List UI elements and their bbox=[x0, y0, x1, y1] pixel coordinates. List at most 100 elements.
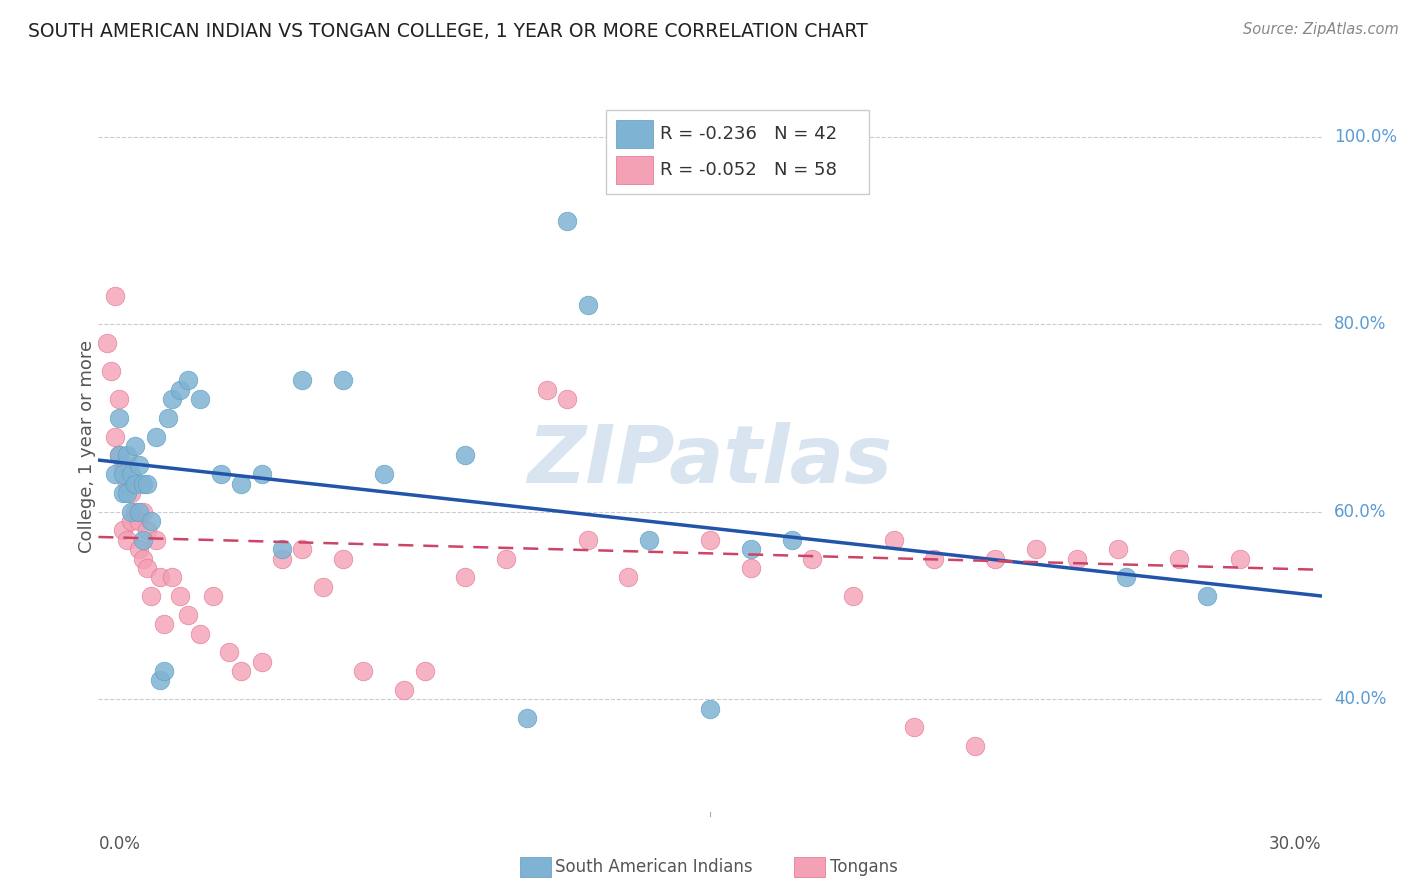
Point bbox=[115, 486, 138, 500]
Point bbox=[120, 467, 142, 482]
Point bbox=[454, 570, 477, 584]
Point bbox=[132, 476, 155, 491]
Point bbox=[177, 373, 200, 387]
Point bbox=[152, 617, 174, 632]
Point bbox=[903, 720, 925, 734]
Point bbox=[637, 533, 661, 547]
Point bbox=[132, 533, 155, 547]
Point bbox=[141, 589, 163, 603]
Point bbox=[291, 542, 314, 557]
Point bbox=[516, 711, 538, 725]
Point bbox=[111, 458, 134, 472]
Point bbox=[250, 655, 273, 669]
Text: R = -0.052   N = 58: R = -0.052 N = 58 bbox=[659, 161, 837, 179]
FancyBboxPatch shape bbox=[616, 156, 652, 184]
Point bbox=[392, 682, 416, 697]
Point bbox=[555, 214, 579, 228]
Point bbox=[108, 392, 131, 406]
Point bbox=[495, 551, 517, 566]
Point bbox=[120, 514, 142, 528]
Point bbox=[136, 561, 159, 575]
Text: 100.0%: 100.0% bbox=[1334, 128, 1398, 145]
Point bbox=[152, 664, 174, 678]
Point bbox=[454, 449, 477, 463]
Point bbox=[231, 664, 253, 678]
Text: Tongans: Tongans bbox=[830, 858, 897, 876]
Point bbox=[188, 392, 212, 406]
Point bbox=[922, 551, 945, 566]
Point bbox=[332, 551, 354, 566]
Point bbox=[128, 458, 150, 472]
Text: South American Indians: South American Indians bbox=[555, 858, 754, 876]
Point bbox=[120, 505, 142, 519]
Point bbox=[149, 673, 172, 688]
Point bbox=[128, 542, 150, 557]
Text: 60.0%: 60.0% bbox=[1334, 503, 1386, 521]
Point bbox=[270, 551, 294, 566]
Text: SOUTH AMERICAN INDIAN VS TONGAN COLLEGE, 1 YEAR OR MORE CORRELATION CHART: SOUTH AMERICAN INDIAN VS TONGAN COLLEGE,… bbox=[28, 22, 868, 41]
Point bbox=[124, 476, 146, 491]
Point bbox=[120, 486, 142, 500]
Point bbox=[1066, 551, 1088, 566]
Y-axis label: College, 1 year or more: College, 1 year or more bbox=[79, 340, 96, 552]
Point bbox=[108, 449, 131, 463]
Point bbox=[108, 410, 131, 425]
Point bbox=[576, 298, 599, 312]
Point bbox=[149, 570, 172, 584]
Point bbox=[136, 524, 159, 538]
Point bbox=[145, 429, 167, 443]
Point bbox=[169, 589, 191, 603]
Point bbox=[841, 589, 863, 603]
Point bbox=[108, 449, 131, 463]
FancyBboxPatch shape bbox=[606, 110, 869, 194]
Point bbox=[156, 410, 179, 425]
Point bbox=[132, 505, 155, 519]
Text: 40.0%: 40.0% bbox=[1334, 690, 1386, 708]
Text: 80.0%: 80.0% bbox=[1334, 315, 1386, 333]
Text: Source: ZipAtlas.com: Source: ZipAtlas.com bbox=[1243, 22, 1399, 37]
Point bbox=[291, 373, 314, 387]
Point bbox=[169, 383, 191, 397]
Text: 30.0%: 30.0% bbox=[1270, 835, 1322, 853]
Point bbox=[104, 467, 127, 482]
Point bbox=[413, 664, 436, 678]
Point bbox=[132, 551, 155, 566]
Point bbox=[209, 467, 232, 482]
Point bbox=[104, 429, 127, 443]
FancyBboxPatch shape bbox=[616, 120, 652, 147]
Text: R = -0.236   N = 42: R = -0.236 N = 42 bbox=[659, 125, 837, 143]
Point bbox=[250, 467, 273, 482]
Point bbox=[699, 701, 721, 715]
Point bbox=[115, 476, 138, 491]
Point bbox=[160, 392, 183, 406]
Point bbox=[555, 392, 579, 406]
Point bbox=[617, 570, 640, 584]
Point bbox=[699, 533, 721, 547]
Point bbox=[373, 467, 395, 482]
Point bbox=[124, 505, 146, 519]
Point bbox=[740, 561, 762, 575]
Point bbox=[1167, 551, 1189, 566]
Point bbox=[104, 289, 127, 303]
Point bbox=[145, 533, 167, 547]
Point bbox=[188, 626, 212, 640]
Point bbox=[536, 383, 558, 397]
Point bbox=[965, 739, 987, 753]
Point bbox=[352, 664, 374, 678]
Point bbox=[740, 542, 762, 557]
Point bbox=[128, 514, 150, 528]
Point bbox=[100, 364, 122, 378]
Point bbox=[111, 524, 134, 538]
Point bbox=[111, 467, 134, 482]
Point bbox=[177, 607, 200, 622]
Point bbox=[115, 533, 138, 547]
Point bbox=[1025, 542, 1047, 557]
Text: 0.0%: 0.0% bbox=[98, 835, 141, 853]
Point bbox=[1115, 570, 1137, 584]
Point bbox=[1229, 551, 1251, 566]
Point bbox=[141, 514, 163, 528]
Point bbox=[128, 505, 150, 519]
Point bbox=[576, 533, 599, 547]
Point bbox=[270, 542, 294, 557]
Point bbox=[1197, 589, 1219, 603]
